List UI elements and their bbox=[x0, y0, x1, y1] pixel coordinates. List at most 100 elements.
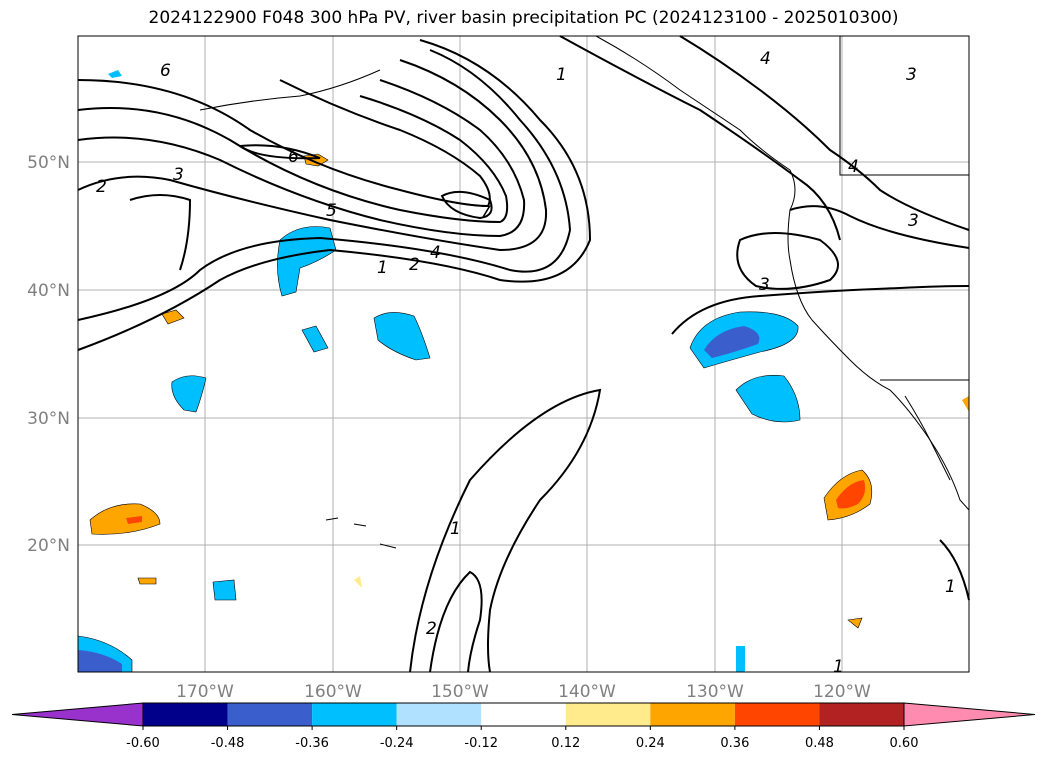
colorbar-tick-label: -0.60 bbox=[126, 736, 160, 751]
colorbar-segment bbox=[734, 703, 820, 726]
gridlines bbox=[78, 36, 969, 672]
pv-contour-label: 1 bbox=[945, 577, 956, 597]
pv-contour-label: 6 bbox=[160, 61, 171, 81]
pv-contour-6 bbox=[77, 79, 491, 208]
colorbar-tick-label: -0.48 bbox=[211, 736, 245, 751]
pv-contour-3-left bbox=[129, 194, 192, 271]
precip-blob-neg bbox=[212, 579, 237, 601]
pv-contour-3-closed bbox=[736, 232, 839, 290]
pv-contour-label: 6 bbox=[288, 147, 299, 167]
pv-contour-1-se bbox=[671, 285, 970, 335]
precip-blob-pos bbox=[303, 153, 329, 167]
colorbar-border bbox=[142, 702, 905, 727]
colorbar-tick-label: 0.60 bbox=[890, 736, 919, 751]
pv-contour-label: 2 bbox=[426, 619, 437, 639]
colorbar-segment bbox=[143, 703, 228, 726]
pv-contour-7 bbox=[440, 190, 493, 220]
border-canada-us bbox=[839, 36, 969, 176]
pv-contour-label: 4 bbox=[848, 157, 859, 177]
colorbar-segment bbox=[312, 703, 397, 726]
colorbar: -0.60 -0.48 -0.36 -0.24 -0.12 0.12 0.24 0.36 0.4… bbox=[11, 702, 1036, 751]
precip-blob-neg bbox=[301, 325, 329, 353]
colorbar-extend-high bbox=[903, 702, 1036, 727]
colorbar-tick-label: 0.24 bbox=[636, 736, 665, 751]
lat-label: 20°N bbox=[27, 536, 70, 556]
colorbar-tick-label: 0.48 bbox=[805, 736, 834, 751]
pv-contour-label: 3 bbox=[906, 65, 917, 85]
lon-label: 120°W bbox=[813, 682, 871, 702]
longitude-labels: 170°W 160°W 150°W 140°W 130°W 120°W bbox=[176, 682, 871, 702]
colorbar-segment bbox=[227, 703, 313, 726]
pv-contour-label: 5 bbox=[326, 201, 337, 221]
coastline-north-america bbox=[595, 35, 970, 511]
pv-contour-6-closed bbox=[237, 144, 321, 160]
coastline-hawaii bbox=[325, 517, 397, 549]
pv-contour-5 bbox=[77, 95, 509, 224]
precip-blob-weak-pos bbox=[354, 576, 362, 588]
colorbar-tick-label: 0.12 bbox=[551, 736, 580, 751]
lon-label: 170°W bbox=[176, 682, 234, 702]
coastline-aleutians bbox=[199, 69, 381, 111]
pv-contour-label: 3 bbox=[173, 165, 184, 185]
pv-contour-label: 2 bbox=[96, 177, 107, 197]
lat-label: 30°N bbox=[27, 409, 70, 429]
pv-contour-1-east bbox=[559, 35, 841, 241]
precip-blob-pos bbox=[847, 617, 863, 629]
colorbar-extend-low bbox=[11, 702, 144, 727]
pv-contour-3-east-b bbox=[789, 205, 970, 249]
precip-blob-strong-neg bbox=[78, 650, 122, 672]
pv-contour-labels: 1 1 1 1 1 2 2 2 3 3 3 3 4 4 4 5 6 6 7 bbox=[96, 49, 956, 677]
pv-contour-1 bbox=[77, 39, 592, 351]
colorbar-tick-label: -0.36 bbox=[295, 736, 329, 751]
precip-blob-pos bbox=[137, 577, 157, 585]
map-title: 2024122900 F048 300 hPa PV, river basin … bbox=[148, 8, 899, 28]
colorbar-segment bbox=[565, 703, 651, 726]
pv-contour-label: 4 bbox=[430, 243, 441, 263]
precip-blob-neg bbox=[373, 312, 431, 361]
pv-contour-1-far-east bbox=[939, 539, 970, 601]
colorbar-tick-label: -0.24 bbox=[380, 736, 414, 751]
pv-contour-label: 3 bbox=[759, 275, 770, 295]
colorbar-segment bbox=[481, 703, 566, 726]
coastlines bbox=[199, 35, 970, 549]
colorbar-segment bbox=[396, 703, 482, 726]
precip-blob-neg bbox=[735, 375, 801, 423]
pv-contour-label: 1 bbox=[450, 519, 461, 539]
pv-contour-label: 3 bbox=[908, 211, 919, 231]
pv-contours bbox=[77, 35, 970, 673]
pv-contour-4 bbox=[77, 79, 526, 238]
pv-contour-3-east bbox=[679, 35, 970, 231]
lat-label: 40°N bbox=[27, 281, 70, 301]
coastline-baja bbox=[904, 395, 951, 481]
precip-blob-neg bbox=[108, 70, 122, 78]
pv-contour-label: 1 bbox=[556, 65, 567, 85]
precip-blob-strong-pos bbox=[126, 516, 142, 524]
precip-blob-neg bbox=[171, 375, 207, 413]
lat-label: 50°N bbox=[27, 153, 70, 173]
lon-label: 140°W bbox=[558, 682, 616, 702]
colorbar-tick-label: -0.12 bbox=[464, 736, 498, 751]
precip-blob-pos bbox=[161, 309, 185, 325]
pv-contour-2 bbox=[77, 49, 572, 321]
precip-blob-neg bbox=[277, 226, 337, 297]
colorbar-segment bbox=[650, 703, 735, 726]
pv-contour-label: 2 bbox=[409, 255, 420, 275]
pv-contour-label: 7 bbox=[480, 203, 491, 223]
precip-blob-neg bbox=[736, 646, 745, 672]
pv-contour-label: 1 bbox=[833, 657, 844, 677]
pv-contour-3 bbox=[77, 59, 548, 252]
precip-blob-pos bbox=[89, 503, 161, 535]
precip-blob-strong-neg bbox=[704, 326, 760, 358]
lon-label: 150°W bbox=[431, 682, 489, 702]
lon-label: 130°W bbox=[686, 682, 744, 702]
latitude-labels: 50°N 40°N 30°N 20°N bbox=[27, 153, 70, 556]
lon-label: 160°W bbox=[304, 682, 362, 702]
colorbar-segment bbox=[819, 703, 904, 726]
pv-contour-1-south bbox=[409, 388, 602, 673]
pv-contour-label: 4 bbox=[760, 49, 771, 69]
map-frame bbox=[77, 35, 970, 673]
precip-anomaly-shading bbox=[77, 70, 969, 673]
colorbar-tick-label: 0.36 bbox=[720, 736, 749, 751]
pv-contour-2-south bbox=[429, 570, 483, 673]
